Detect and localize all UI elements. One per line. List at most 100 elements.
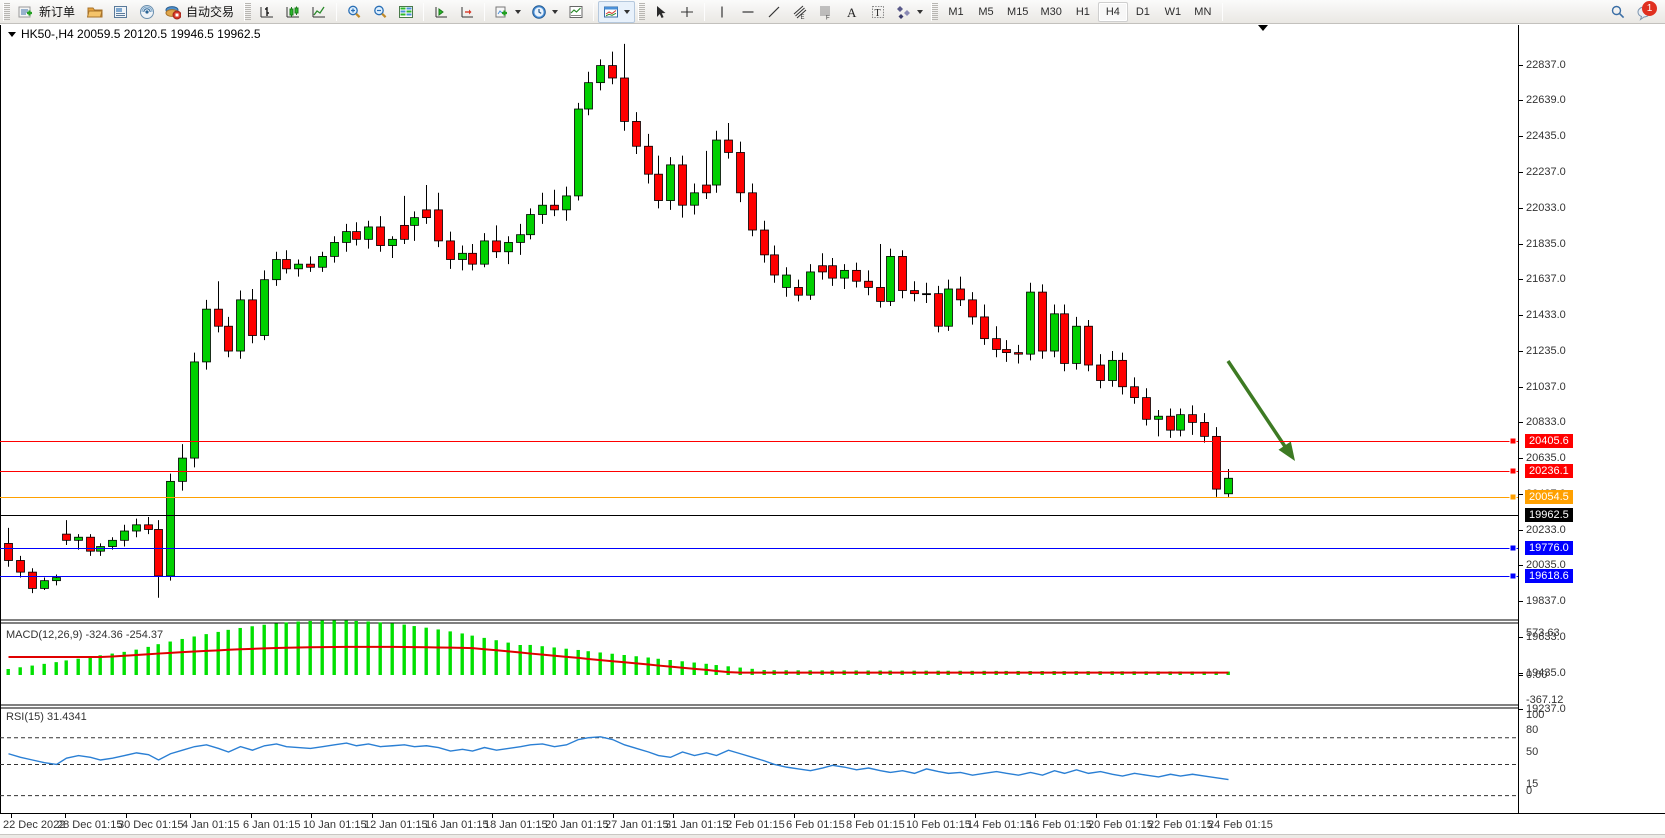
- chart-menu-caret-icon[interactable]: [8, 32, 16, 38]
- candle: [480, 233, 489, 268]
- timeframe-m15[interactable]: M15: [1007, 5, 1029, 18]
- equidistant-channel-button[interactable]: E: [787, 1, 813, 23]
- candle: [944, 279, 953, 331]
- timeframe-mn[interactable]: MN: [1194, 5, 1212, 18]
- candle: [132, 518, 141, 538]
- candle: [748, 183, 757, 237]
- price-tag-pivot[interactable]: 20054.5: [1525, 490, 1573, 504]
- zoom-in-button[interactable]: [341, 1, 367, 23]
- chart-shift-icon: [433, 4, 449, 20]
- price-line-handle[interactable]: [1509, 572, 1517, 580]
- cursor-button[interactable]: [648, 1, 674, 23]
- trendline-button[interactable]: [761, 1, 787, 23]
- timeframe-w1[interactable]: W1: [1164, 5, 1182, 18]
- price-tag-resistance-2[interactable]: 20236.1: [1525, 464, 1573, 478]
- macd-histogram-bar: [646, 657, 650, 675]
- news-button[interactable]: [108, 1, 134, 23]
- candle: [1108, 351, 1117, 387]
- add-indicator-button[interactable]: [489, 1, 526, 23]
- new-order-button[interactable]: 新订单: [13, 1, 82, 23]
- time-axis[interactable]: 22 Dec 2022 28 Dec 01:15 30 Dec 01:15 4 Jan…: [0, 813, 1665, 838]
- candle: [864, 270, 873, 296]
- timeframe-h1[interactable]: H1: [1075, 5, 1090, 18]
- shapes-button[interactable]: [891, 1, 928, 23]
- price-axis[interactable]: 22837.0 22639.0 22435.0 22237.0 22033.0 21835…: [1518, 25, 1665, 813]
- macd-histogram-bar: [448, 631, 452, 675]
- macd-histogram-bar: [238, 627, 242, 675]
- chevron-down-icon-4[interactable]: [917, 9, 924, 14]
- text-button[interactable]: A: [839, 1, 865, 23]
- price-line-handle[interactable]: [1509, 544, 1517, 552]
- fibonacci-button[interactable]: F: [813, 1, 839, 23]
- timeframe-h4[interactable]: H4: [1097, 1, 1128, 22]
- price-tick: [1519, 279, 1523, 280]
- chevron-down-icon[interactable]: [515, 9, 522, 14]
- price-line-pivot[interactable]: [0, 497, 1518, 498]
- candle: [828, 257, 837, 286]
- notifications-button[interactable]: 1: [1631, 0, 1657, 23]
- period-button[interactable]: [526, 1, 563, 23]
- chevron-down-icon-2[interactable]: [552, 9, 559, 14]
- timeframe-m1[interactable]: M1: [948, 5, 964, 18]
- text-label-button[interactable]: T: [865, 1, 891, 23]
- price-line-last-price[interactable]: [0, 515, 1518, 516]
- annotation-arrow[interactable]: [1226, 360, 1295, 461]
- toolbar-grip-2[interactable]: [244, 2, 252, 21]
- cursor-arrow-icon: [653, 4, 669, 20]
- candle: [574, 102, 583, 201]
- chevron-down-icon-3[interactable]: [624, 9, 631, 14]
- new-order-label: 新订单: [39, 5, 76, 19]
- price-tag-support-2[interactable]: 19618.6: [1525, 569, 1573, 583]
- macd-tick: [1519, 675, 1523, 676]
- data-window-button[interactable]: [393, 1, 419, 23]
- toolbar-grip-4[interactable]: [931, 2, 939, 21]
- candle: [422, 185, 431, 224]
- price-line-handle[interactable]: [1509, 493, 1517, 501]
- price-line-support-2[interactable]: [0, 576, 1518, 577]
- auto-scroll-button[interactable]: [454, 1, 480, 23]
- main-toolbar: 新订单: [0, 0, 1665, 24]
- vertical-line-button[interactable]: [709, 1, 735, 23]
- price-tag-support-1[interactable]: 19776.0: [1525, 541, 1573, 555]
- toolbar-separator-1: [336, 2, 338, 21]
- horizontal-line-icon: [740, 4, 756, 20]
- macd-histogram-bar: [622, 654, 626, 675]
- price-line-handle[interactable]: [1509, 437, 1517, 445]
- macd-histogram-bar: [610, 653, 614, 675]
- auto-trading-button[interactable]: 自动交易: [160, 1, 241, 23]
- line-chart-button[interactable]: [306, 1, 332, 23]
- folder-button[interactable]: [82, 1, 108, 23]
- timeframe-m5[interactable]: M5: [978, 5, 994, 18]
- shift-end-button[interactable]: [428, 1, 454, 23]
- toolbar-grip[interactable]: [3, 2, 10, 21]
- candle: [852, 262, 861, 288]
- candle: [446, 231, 455, 269]
- time-tick-label: 30 Dec 01:15: [118, 819, 184, 831]
- price-line-resistance-1[interactable]: [0, 441, 1518, 442]
- bar-chart-button[interactable]: [254, 1, 280, 23]
- chart-window[interactable]: HK50-,H4 20059.5 20120.5 19946.5 19962.5…: [0, 25, 1665, 838]
- zoom-out-button[interactable]: [367, 1, 393, 23]
- candle: [62, 520, 71, 545]
- candlestick-chart-button[interactable]: [280, 1, 306, 23]
- price-line-support-1[interactable]: [0, 548, 1518, 549]
- toolbar-grip-3[interactable]: [638, 2, 646, 21]
- price-tick: [1519, 422, 1523, 423]
- candle: [272, 251, 281, 286]
- plot-area[interactable]: [0, 25, 1518, 813]
- horizontal-line-button[interactable]: [735, 1, 761, 23]
- price-tag-resistance-1[interactable]: 20405.6: [1525, 434, 1573, 448]
- timeframe-d1[interactable]: D1: [1135, 5, 1150, 18]
- crosshair-button[interactable]: [674, 1, 700, 23]
- price-line-resistance-2[interactable]: [0, 471, 1518, 472]
- candle: [434, 192, 443, 248]
- templates-button[interactable]: [563, 1, 589, 23]
- signal-button[interactable]: [134, 1, 160, 23]
- search-button[interactable]: [1605, 1, 1631, 23]
- timeframe-m30[interactable]: M30: [1040, 5, 1062, 18]
- chart-style-button[interactable]: [598, 0, 636, 23]
- time-tick-label: 16 Feb 01:15: [1027, 819, 1092, 831]
- price-line-handle[interactable]: [1509, 467, 1517, 475]
- candle: [596, 59, 605, 91]
- price-tag-last-price[interactable]: 19962.5: [1525, 508, 1573, 522]
